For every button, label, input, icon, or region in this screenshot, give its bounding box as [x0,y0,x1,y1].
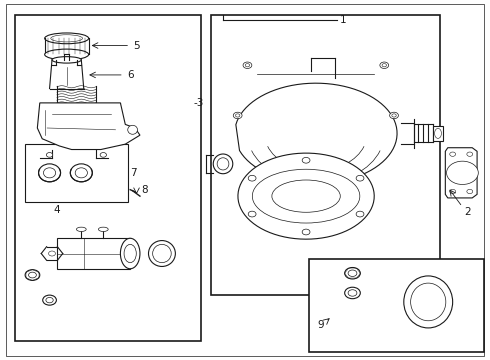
Ellipse shape [46,297,53,303]
Ellipse shape [217,158,229,170]
Ellipse shape [411,283,446,321]
Text: 9: 9 [318,320,324,330]
Ellipse shape [272,180,340,212]
Ellipse shape [392,114,396,117]
Ellipse shape [98,227,108,231]
Text: 7: 7 [130,168,137,178]
Ellipse shape [45,49,89,60]
Text: 5: 5 [133,41,140,50]
Ellipse shape [467,189,473,194]
Ellipse shape [435,129,441,138]
Ellipse shape [213,154,233,174]
Ellipse shape [344,267,360,279]
Ellipse shape [404,276,453,328]
Ellipse shape [76,227,86,231]
Bar [309,259,485,352]
Ellipse shape [233,112,242,119]
Polygon shape [445,148,477,198]
Ellipse shape [100,153,106,157]
Bar [15,15,201,341]
Text: 4: 4 [53,206,60,216]
Text: 8: 8 [142,185,148,195]
Ellipse shape [124,244,136,263]
Ellipse shape [75,168,87,178]
Ellipse shape [51,35,82,42]
Ellipse shape [467,152,473,156]
Ellipse shape [344,287,360,299]
Polygon shape [37,103,140,149]
Ellipse shape [248,211,256,217]
Ellipse shape [248,175,256,181]
Polygon shape [238,153,374,239]
Ellipse shape [47,153,53,157]
Polygon shape [236,83,397,184]
Ellipse shape [45,33,89,44]
Ellipse shape [236,114,240,117]
Text: 6: 6 [127,70,134,80]
Bar [211,15,441,295]
Text: 2: 2 [464,207,470,217]
Text: -3: -3 [194,98,204,108]
Text: 1: 1 [340,15,346,26]
Ellipse shape [450,189,456,194]
Ellipse shape [121,238,140,269]
Ellipse shape [245,64,249,67]
Ellipse shape [252,169,360,223]
Bar [433,126,443,140]
Ellipse shape [380,62,389,68]
Ellipse shape [302,157,310,163]
Ellipse shape [39,164,61,182]
Ellipse shape [348,270,357,276]
Ellipse shape [382,64,387,67]
Ellipse shape [390,112,398,119]
Ellipse shape [71,164,92,182]
Ellipse shape [302,229,310,235]
Ellipse shape [450,152,456,156]
Ellipse shape [44,168,56,178]
Ellipse shape [148,240,175,266]
Ellipse shape [128,125,138,134]
Ellipse shape [446,161,478,184]
Bar [25,144,128,202]
Ellipse shape [28,272,36,278]
Ellipse shape [356,211,364,217]
Ellipse shape [348,290,357,296]
Ellipse shape [243,62,252,68]
Ellipse shape [43,295,56,305]
Ellipse shape [153,244,171,263]
Bar [57,238,130,269]
Ellipse shape [52,57,81,63]
Ellipse shape [356,175,364,181]
Ellipse shape [25,270,40,280]
Ellipse shape [49,251,55,256]
